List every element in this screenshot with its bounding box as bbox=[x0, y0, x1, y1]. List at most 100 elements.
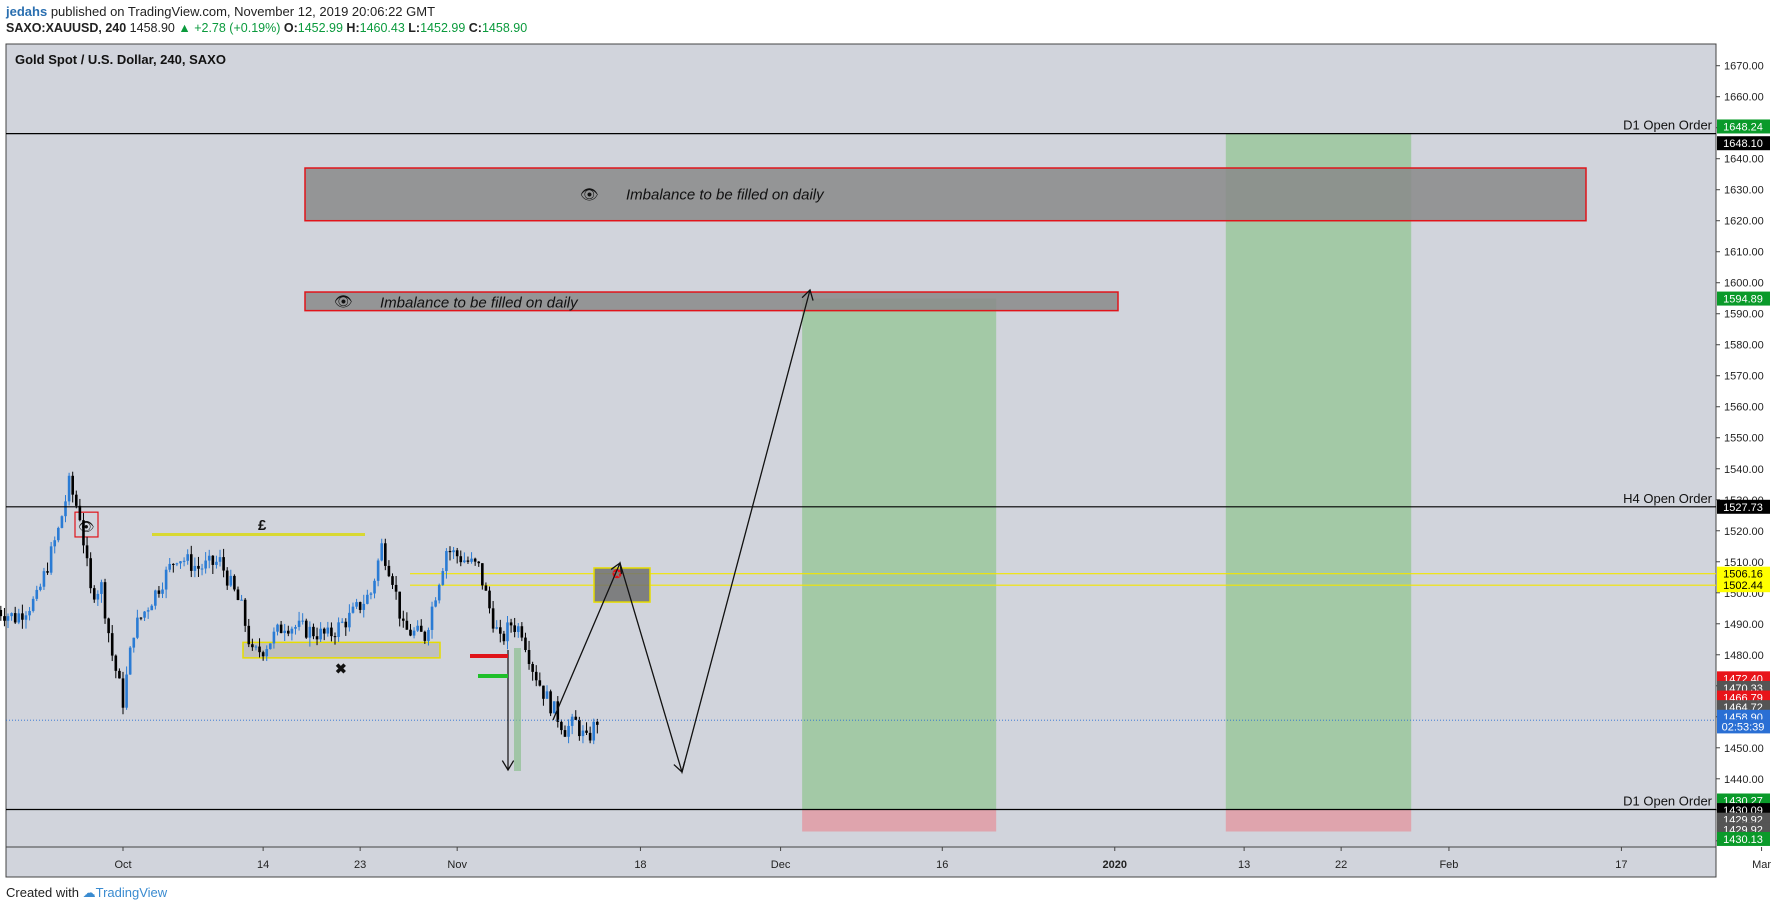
candle-body bbox=[100, 582, 103, 594]
stop-zone-1 bbox=[802, 809, 997, 832]
candle-body bbox=[118, 670, 121, 679]
high-value: 1460.43 bbox=[359, 21, 405, 35]
candle-body bbox=[538, 680, 542, 686]
candle-body bbox=[358, 602, 362, 610]
demand-box bbox=[242, 641, 441, 659]
recent-target-mark bbox=[478, 674, 508, 678]
order-line-label: H4 Open Order bbox=[1623, 491, 1713, 506]
y-tick-label: 1520.00 bbox=[1724, 526, 1764, 538]
projection-path bbox=[552, 289, 811, 775]
candle-body bbox=[64, 501, 67, 517]
candle-body bbox=[146, 610, 150, 612]
candle-body bbox=[427, 629, 430, 641]
imbalance-label-1: Imbalance to be filled on daily bbox=[626, 186, 825, 203]
candle-body bbox=[125, 674, 128, 708]
candle-body bbox=[556, 701, 560, 722]
candle-body bbox=[376, 560, 380, 581]
x-tick-label: Feb bbox=[1439, 859, 1458, 871]
publish-text: published on TradingView.com, November 1… bbox=[50, 4, 436, 19]
candle-body bbox=[491, 608, 495, 629]
price-tag-label: 1430.13 bbox=[1723, 834, 1763, 846]
candle-body bbox=[373, 580, 376, 594]
candle-body bbox=[527, 649, 531, 665]
candle-body bbox=[574, 716, 578, 720]
candle-body bbox=[132, 637, 136, 648]
candle-body bbox=[445, 550, 448, 572]
candle-body bbox=[218, 557, 222, 562]
price-tag bbox=[1717, 719, 1770, 734]
candle-body bbox=[502, 633, 506, 642]
candle-body bbox=[470, 558, 473, 562]
candle-body bbox=[534, 671, 538, 681]
candle-body bbox=[520, 626, 524, 638]
y-tick-label: 1560.00 bbox=[1724, 402, 1764, 414]
candle-body bbox=[330, 627, 333, 637]
candle-body bbox=[394, 584, 398, 592]
recent-position-box bbox=[514, 648, 521, 771]
cross-icon: ✖ bbox=[335, 660, 347, 676]
candle-body bbox=[290, 628, 294, 634]
candle-body bbox=[39, 586, 42, 590]
candle-body bbox=[243, 599, 247, 626]
price-tag-label: 1527.73 bbox=[1723, 502, 1763, 514]
open-label: O: bbox=[283, 21, 298, 35]
candle-body bbox=[355, 602, 358, 607]
candle-body bbox=[60, 516, 64, 528]
recent-drop-arrow-head bbox=[501, 760, 515, 772]
candle-body bbox=[348, 612, 351, 628]
close-label: C: bbox=[468, 21, 482, 35]
last-price: 1458.90 bbox=[129, 21, 175, 35]
candle-body bbox=[164, 569, 168, 590]
y-tick-label: 1480.00 bbox=[1724, 650, 1764, 662]
x-tick-label: 16 bbox=[936, 859, 948, 871]
candle-body bbox=[481, 563, 484, 586]
high-label: H: bbox=[346, 21, 360, 35]
x-tick-label: 23 bbox=[354, 859, 366, 871]
candle-body bbox=[560, 721, 563, 731]
candle-body bbox=[150, 605, 154, 611]
y-tick-label: 1630.00 bbox=[1724, 185, 1764, 197]
candle-body bbox=[46, 571, 49, 573]
candle-body bbox=[563, 730, 567, 737]
candle-body bbox=[121, 678, 125, 708]
candle-body bbox=[322, 628, 326, 634]
candle-body bbox=[269, 643, 272, 650]
candle-body bbox=[484, 585, 488, 591]
y-tick-label: 1660.00 bbox=[1724, 92, 1764, 104]
candle-body bbox=[344, 621, 348, 628]
candle-body bbox=[96, 593, 100, 600]
close-value: 1458.90 bbox=[481, 21, 528, 35]
author-link[interactable]: jedahs bbox=[6, 4, 48, 19]
candle-body bbox=[236, 589, 240, 601]
x-tick-label: Oct bbox=[114, 859, 131, 871]
candle-body bbox=[233, 575, 236, 590]
candle-body bbox=[452, 550, 455, 553]
imbalance-eye-icon: 👁 bbox=[334, 293, 353, 310]
candle-body bbox=[78, 505, 82, 521]
candle-body bbox=[35, 589, 39, 599]
candle-body bbox=[455, 550, 459, 557]
candle-body bbox=[588, 732, 592, 741]
x-tick-label: 14 bbox=[257, 859, 269, 871]
pound-icon: £ bbox=[258, 517, 267, 534]
candle-body bbox=[157, 590, 161, 594]
candle-body bbox=[430, 606, 434, 630]
candle-body bbox=[71, 475, 74, 495]
y-tick-label: 1510.00 bbox=[1724, 557, 1764, 569]
candle-body bbox=[567, 725, 570, 737]
tradingview-link[interactable]: TradingView bbox=[95, 885, 168, 900]
candle-body bbox=[168, 563, 172, 570]
price-tag bbox=[1717, 831, 1770, 846]
symbol-info-line: SAXO:XAUUSD, 240 1458.90 ▲ +2.78 (+0.19%… bbox=[6, 21, 527, 35]
candle-body bbox=[10, 613, 13, 617]
recent-stop-mark bbox=[470, 654, 508, 658]
open-value: 1452.99 bbox=[297, 21, 343, 35]
candle-body bbox=[207, 555, 211, 561]
candle-body bbox=[222, 557, 225, 571]
y-tick-label: 1570.00 bbox=[1724, 371, 1764, 383]
candle-body bbox=[387, 565, 391, 577]
candle-body bbox=[578, 719, 581, 737]
candle-body bbox=[509, 622, 513, 626]
symbol-name: SAXO:XAUUSD, 240 bbox=[6, 21, 127, 35]
